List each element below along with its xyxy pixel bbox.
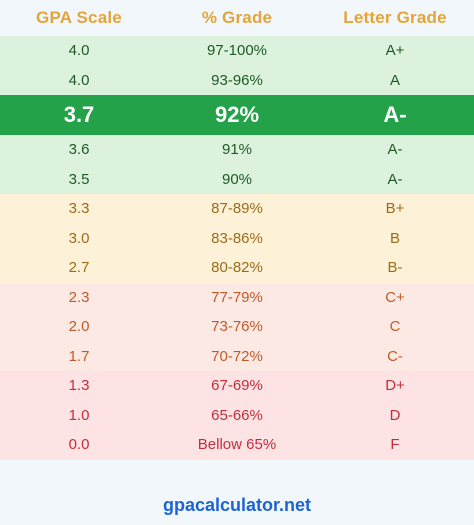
cell-gpa: 3.7 <box>63 102 95 127</box>
cell-gpa: 3.0 <box>68 229 90 247</box>
cell-percent: 90% <box>221 170 253 188</box>
table-row-highlight: 3.7 92% A- <box>0 95 474 135</box>
table-row: 3.6 91% A- <box>0 135 474 165</box>
cell-gpa: 4.0 <box>68 42 90 60</box>
cell-percent: Bellow 65% <box>197 436 277 454</box>
cell-gpa: 2.7 <box>68 259 90 277</box>
cell-letter: C+ <box>385 288 405 306</box>
header-percent-grade: % Grade <box>201 8 273 27</box>
table-row: 3.5 90% A- <box>0 164 474 194</box>
cell-gpa: 4.0 <box>68 71 90 89</box>
table-row: 2.0 73-76% C <box>0 312 474 342</box>
header-gpa-scale: GPA Scale <box>36 8 122 27</box>
table-row: 1.0 65-66% D <box>0 400 474 430</box>
table-row: 1.3 67-69% D+ <box>0 371 474 401</box>
cell-gpa: 3.3 <box>68 200 90 218</box>
cell-letter: F <box>390 436 400 454</box>
cell-percent: 97-100% <box>206 42 268 60</box>
table-row: 2.3 77-79% C+ <box>0 282 474 312</box>
cell-percent: 83-86% <box>211 229 263 247</box>
cell-letter: A+ <box>385 42 405 60</box>
table-row: 4.0 93-96% A <box>0 65 474 95</box>
table-row: 3.0 83-86% B <box>0 223 474 253</box>
cell-gpa: 3.6 <box>68 141 90 159</box>
table-body: 4.0 97-100% A+ 4.0 93-96% A 3.7 92% A- 3.6 91% A- 3.… <box>0 36 474 460</box>
cell-percent: 73-76% <box>211 318 263 336</box>
cell-letter: C <box>389 318 401 336</box>
cell-letter: B- <box>387 259 403 277</box>
cell-percent: 70-72% <box>211 347 263 365</box>
cell-gpa: 2.3 <box>68 288 90 306</box>
cell-letter: A- <box>387 141 403 159</box>
cell-letter: D+ <box>385 377 405 395</box>
cell-gpa: 2.0 <box>68 318 90 336</box>
cell-gpa: 3.5 <box>68 170 90 188</box>
cell-percent: 77-79% <box>211 288 263 306</box>
table-header: GPA Scale % Grade Letter Grade <box>0 0 474 36</box>
cell-gpa: 1.7 <box>68 347 90 365</box>
cell-letter: D <box>389 406 401 424</box>
header-letter-grade: Letter Grade <box>343 8 447 27</box>
cell-letter: B <box>389 229 400 247</box>
cell-percent: 91% <box>221 141 253 159</box>
cell-letter: C- <box>387 347 403 365</box>
cell-percent: 65-66% <box>211 406 263 424</box>
cell-letter: B+ <box>385 200 405 218</box>
table-row: 0.0 Bellow 65% F <box>0 430 474 460</box>
cell-letter: A- <box>387 170 403 188</box>
site-link[interactable]: gpacalculator.net <box>162 495 312 515</box>
cell-gpa: 1.3 <box>68 377 90 395</box>
cell-percent: 80-82% <box>211 259 263 277</box>
table-row: 2.7 80-82% B- <box>0 253 474 283</box>
cell-gpa: 1.0 <box>68 406 90 424</box>
table-row: 1.7 70-72% C- <box>0 341 474 371</box>
table-row: 3.3 87-89% B+ <box>0 194 474 224</box>
footer: gpacalculator.net <box>0 486 474 525</box>
cell-gpa: 0.0 <box>68 436 90 454</box>
cell-percent: 92% <box>214 102 260 127</box>
table-row: 4.0 97-100% A+ <box>0 36 474 66</box>
cell-percent: 93-96% <box>211 71 263 89</box>
cell-percent: 87-89% <box>211 200 263 218</box>
cell-letter: A <box>389 71 400 89</box>
cell-letter: A- <box>383 102 407 127</box>
cell-percent: 67-69% <box>211 377 263 395</box>
